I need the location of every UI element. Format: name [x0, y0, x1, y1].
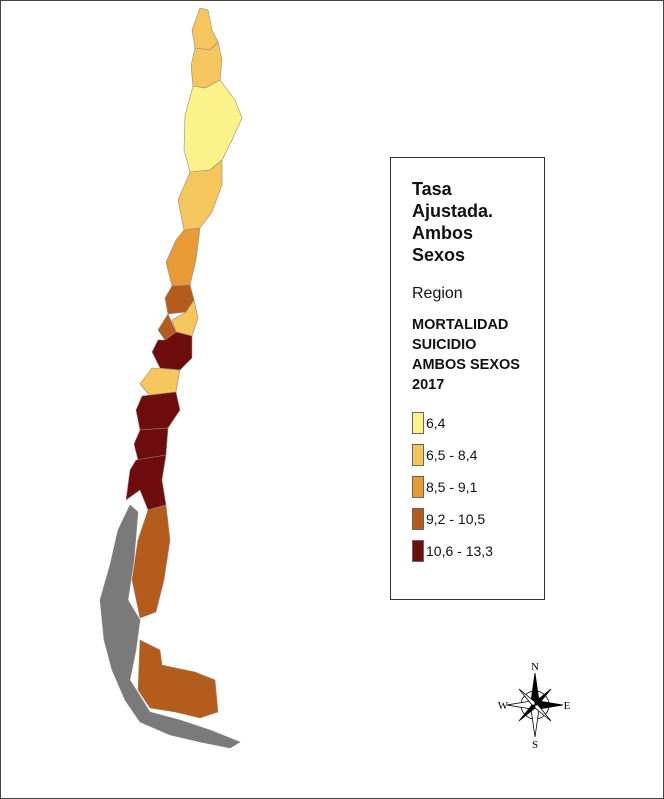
compass-e: E [564, 700, 571, 712]
compass-w: W [498, 700, 509, 712]
legend-label: 10,6 - 13,3 [426, 543, 493, 559]
region [165, 227, 201, 287]
legend-swatch [412, 444, 424, 466]
region [151, 331, 193, 371]
region [139, 367, 181, 397]
region [131, 504, 171, 619]
legend-subtitle: MORTALIDAD SUICIDIO AMBOS SEXOS 2017 [412, 317, 520, 393]
compass-n: N [531, 661, 539, 673]
region [125, 454, 167, 511]
region [191, 7, 219, 51]
legend-item: 6,5 - 8,4 [412, 439, 544, 471]
legend-title: Tasa Ajustada. Ambos Sexos [412, 179, 494, 265]
legend-label: 8,5 - 9,1 [426, 479, 478, 495]
legend-item: 8,5 - 9,1 [412, 471, 544, 503]
legend-field: Region [412, 285, 463, 302]
legend-swatch [412, 412, 424, 434]
islands [99, 504, 241, 749]
legend-swatch [412, 508, 424, 530]
legend-item: 6,4 [412, 407, 544, 439]
legend-swatch [412, 540, 424, 562]
region [133, 427, 169, 461]
region [183, 79, 243, 173]
region [135, 391, 181, 431]
legend-item: 9,2 - 10,5 [412, 503, 544, 535]
compass: N E S W [498, 661, 571, 750]
legend-item: 10,6 - 13,3 [412, 535, 544, 567]
compass-s: S [532, 739, 538, 750]
legend-label: 9,2 - 10,5 [426, 511, 486, 527]
legend-swatch [412, 476, 424, 498]
compass-arrow [518, 688, 536, 706]
legend-items: 6,4 6,5 - 8,4 8,5 - 9,1 9,2 - 10,5 10,6 - 13… [412, 407, 544, 567]
region [137, 639, 219, 719]
legend-label: 6,4 [426, 415, 446, 431]
legend-label: 6,5 - 8,4 [426, 447, 478, 463]
legend: Tasa Ajustada. Ambos Sexos Region MORTAL… [390, 157, 545, 600]
region [177, 159, 223, 231]
